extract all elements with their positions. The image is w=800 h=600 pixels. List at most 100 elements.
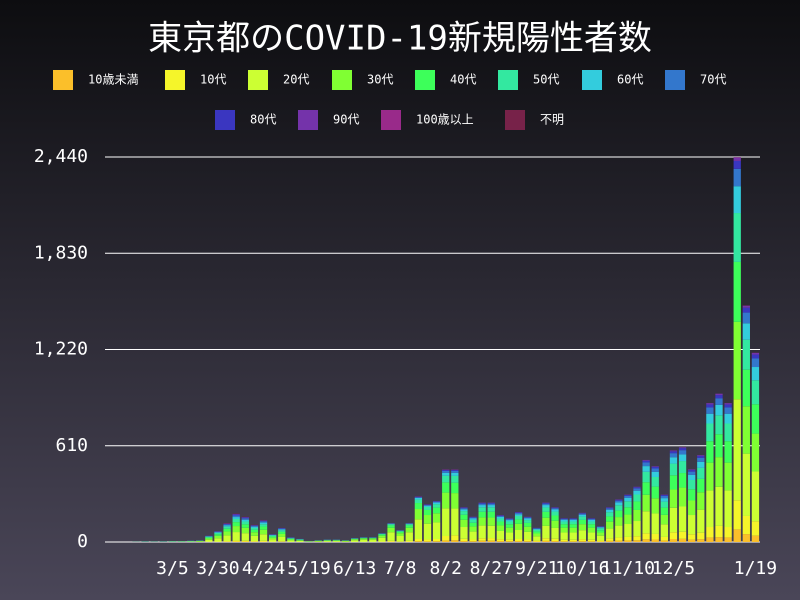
- bar-segment: [742, 307, 750, 313]
- bar-segment: [505, 520, 514, 522]
- bar-segment: [606, 540, 614, 542]
- bar-segment: [569, 524, 577, 528]
- bar-segment: [514, 512, 523, 513]
- bar-segment: [733, 500, 741, 530]
- bar-segment: [633, 521, 641, 537]
- bar-segment: [724, 527, 732, 538]
- bar-segment: [423, 541, 432, 542]
- bar-segment: [542, 525, 550, 539]
- bar-segment: [496, 516, 505, 519]
- bar-segment: [405, 525, 413, 528]
- bar-segment: [533, 531, 541, 534]
- bar-segment: [751, 535, 760, 542]
- bar-segment: [706, 413, 714, 424]
- bar-segment: [223, 525, 231, 527]
- bar-segment: [733, 186, 741, 214]
- bar-segment: [533, 540, 541, 542]
- bar-segment: [706, 403, 714, 405]
- bar-segment: [423, 523, 432, 540]
- bar-segment: [560, 532, 568, 540]
- bar-segment: [432, 539, 441, 542]
- legend-label: 80代: [250, 113, 276, 127]
- bar-segment: [478, 507, 486, 512]
- bar-segment: [460, 541, 468, 542]
- bar-segment: [606, 512, 614, 517]
- legend-swatch: [381, 110, 401, 130]
- bar-segment: [706, 441, 714, 463]
- bar-segment: [642, 459, 650, 461]
- legend-swatch: [582, 70, 602, 90]
- bar-segment: [715, 537, 723, 542]
- bar-segment: [232, 522, 240, 527]
- x-tick-label: 3/5: [156, 558, 189, 579]
- bar-segment: [460, 527, 468, 539]
- legend-swatch: [415, 70, 435, 90]
- bar-segment: [724, 490, 732, 528]
- bar-segment: [633, 488, 641, 491]
- bar-segment: [569, 527, 577, 533]
- legend-label: 70代: [700, 73, 726, 87]
- bar-segment: [278, 531, 286, 534]
- bar-segment: [578, 541, 587, 542]
- bar-segment: [514, 541, 523, 542]
- bar-segment: [688, 515, 696, 535]
- bar-segment: [651, 539, 659, 542]
- bar-segment: [296, 540, 304, 541]
- bar-segment: [232, 532, 240, 541]
- bar-segment: [487, 511, 495, 518]
- bar-segment: [432, 501, 441, 503]
- bar-segment: [751, 433, 760, 472]
- legend-label: 10歳未満: [88, 73, 138, 87]
- bar-segment: [706, 462, 714, 491]
- bar-segment: [560, 539, 568, 542]
- bar-segment: [259, 522, 268, 525]
- bar-segment: [505, 527, 514, 533]
- bar-segment: [678, 538, 687, 542]
- bar-segment: [524, 518, 532, 521]
- bar-segment: [332, 541, 341, 542]
- bar-segment: [633, 494, 641, 502]
- bar-segment: [578, 516, 587, 520]
- bar-segment: [505, 532, 514, 540]
- bar-segment: [742, 305, 750, 308]
- legend-label: 50代: [533, 73, 559, 87]
- bar-segment: [442, 482, 450, 493]
- bar-segment: [259, 524, 268, 527]
- bar-segment: [596, 526, 605, 528]
- bar-segment: [533, 528, 541, 530]
- bar-segment: [533, 528, 541, 529]
- bar-segment: [624, 536, 632, 541]
- bar-segment: [268, 537, 277, 540]
- bar-segment: [606, 509, 614, 513]
- bar-segment: [423, 504, 432, 506]
- bar-segment: [542, 511, 550, 518]
- bar-segment: [706, 537, 714, 542]
- bar-segment: [514, 530, 523, 540]
- bar-segment: [460, 538, 468, 542]
- bar-segment: [569, 521, 577, 525]
- bar-segment: [478, 525, 486, 539]
- bar-segment: [442, 540, 450, 542]
- bar-segment: [606, 507, 614, 509]
- bar-segment: [524, 520, 532, 523]
- bar-segment: [496, 541, 505, 542]
- bar-segment: [414, 541, 423, 542]
- bar-segment: [423, 509, 432, 516]
- bar-segment: [524, 541, 532, 542]
- bar-segment: [669, 450, 678, 452]
- bar-segment: [469, 539, 477, 542]
- bar-segment: [405, 540, 413, 542]
- bar-segment: [232, 540, 240, 542]
- bar-segment: [715, 434, 723, 458]
- bar-segment: [442, 492, 450, 509]
- bar-segment: [378, 534, 386, 536]
- bar-segment: [651, 466, 659, 469]
- bar-segment: [241, 533, 249, 541]
- bar-segment: [451, 482, 459, 494]
- bar-segment: [642, 539, 650, 542]
- bar-segment: [751, 367, 760, 381]
- bar-segment: [669, 489, 678, 508]
- bar-segment: [469, 517, 477, 519]
- bar-segment: [615, 537, 623, 541]
- bar-segment: [378, 535, 386, 538]
